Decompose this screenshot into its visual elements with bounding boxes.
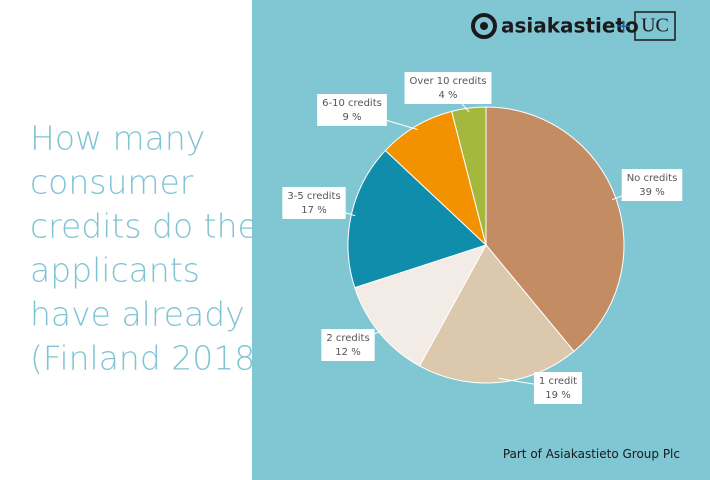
data-label: 6-10 credits 9 % [317,94,387,126]
brand-icon [471,13,497,39]
data-label: 2 credits 12 % [321,329,375,361]
slice-label: Over 10 credits [410,76,487,87]
label-box [317,94,387,126]
left-panel [0,0,252,480]
data-label: 1 credit 19 % [533,372,583,404]
pie-slice [354,244,488,367]
data-label: Over 10 credits 4 % [404,72,492,104]
label-box [404,72,492,104]
pie: No credits 39 % 1 credit 19 % 2 credits 12 % 3… [282,72,683,404]
label-box [533,372,583,404]
brand-plus: + [616,16,631,37]
pie-slice [418,244,575,384]
value-label: 39 % [639,187,664,198]
label-box [321,329,375,361]
title-line: have already [30,295,245,334]
value-label: 19 % [545,390,570,401]
slice-label: 1 credit [539,376,577,387]
title-line: credits do the [30,207,258,246]
slice-label: 3-5 credits [287,191,340,202]
slice-label: 6-10 credits [322,98,382,109]
value-label: 4 % [438,90,457,101]
footer: Part of Asiakastieto Group Plc [503,447,680,461]
partner-logo: UC [641,15,669,37]
value-label: 9 % [342,112,361,123]
data-label: 3-5 credits 17 % [282,187,346,219]
partner-box [634,11,676,41]
brand-name: asiakastieto [501,14,639,38]
label-box [282,187,346,219]
chart-title: How many consumer credits do the applicants… [30,119,268,378]
title-line: How many [30,119,205,158]
brand-icon-dot [480,22,488,30]
title-line: consumer [30,163,194,202]
data-label: No credits 39 % [621,169,683,201]
slice-label: No credits [627,173,678,184]
title-line: (Finland 2018) [30,339,268,378]
title-line: applicants [30,251,200,290]
value-label: 12 % [335,347,360,358]
pie-slice [451,106,487,246]
value-label: 17 % [301,205,326,216]
slice-label: 2 credits [326,333,369,344]
label-box [621,169,683,201]
